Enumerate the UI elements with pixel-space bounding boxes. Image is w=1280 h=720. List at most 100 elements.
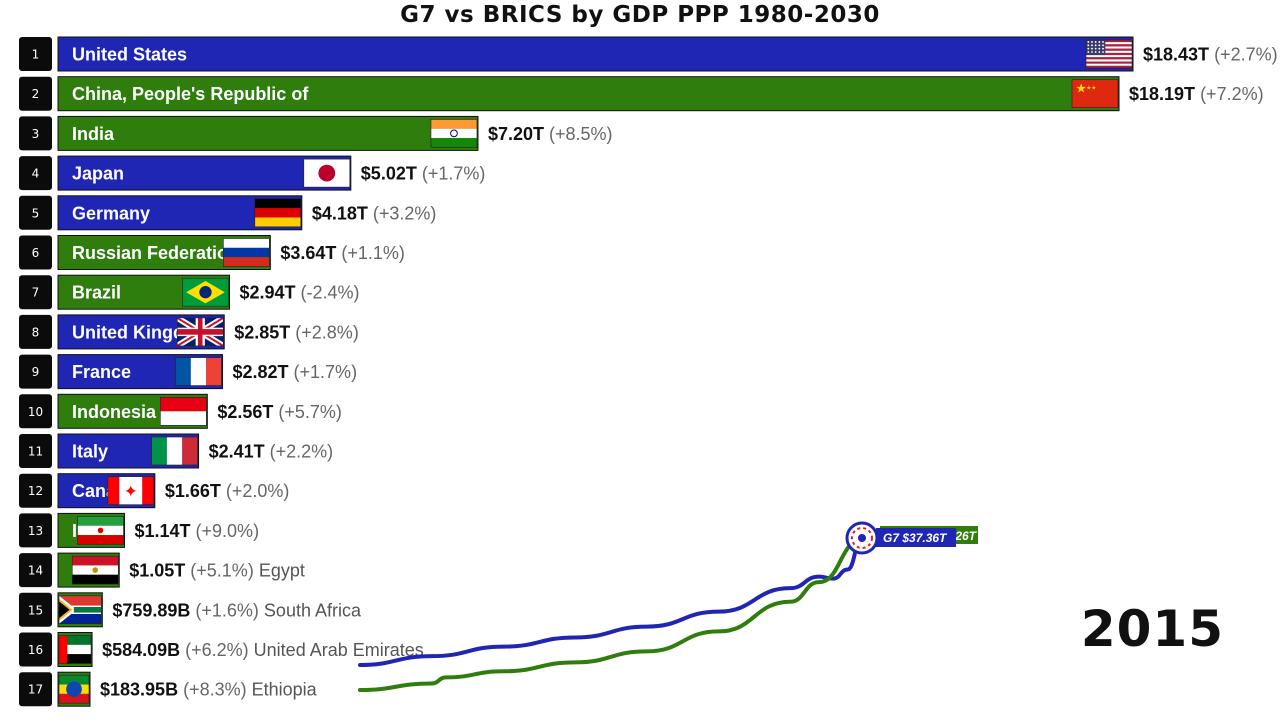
value-label: $4.18T (+3.2%) (312, 203, 437, 223)
rank-number: 15 (28, 603, 43, 617)
g7-logo-ring (851, 527, 873, 549)
rank-number: 13 (28, 524, 43, 538)
bar-row: 10 Indonesia $2.56T (+5.7%) (19, 393, 342, 429)
us-flag (1085, 39, 1133, 69)
rank-number: 10 (28, 405, 43, 419)
bar-row: 16 United Arab Emirates$584.09B (+6.2%) Uni… (19, 632, 424, 667)
rank-number: 9 (32, 365, 40, 379)
rank-badge (19, 37, 52, 71)
value-label: $183.95B (+8.3%) Ethiopia (100, 680, 318, 700)
value-label: $584.09B (+6.2%) United Arab Emirates (102, 640, 424, 660)
bar-row: 8 United Kingdom $2.85T (+2.8%) (19, 314, 359, 350)
brazil-flag (182, 277, 229, 307)
country-name: Canada (72, 481, 138, 501)
chart-title: G7 vs BRICS by GDP PPP 1980-2030 (400, 2, 880, 28)
rank-badge (19, 672, 52, 707)
country-name: Japan (72, 164, 124, 184)
italy-flag (151, 436, 198, 466)
india-flag (430, 119, 478, 148)
bar-row: 15 South Africa$759.89B (+1.6%) South Afric… (19, 592, 362, 628)
country-name: Russian Federation (72, 243, 239, 263)
value-label: $18.43T (+2.7%) (1143, 45, 1278, 65)
svg-text:★: ★ (1076, 80, 1087, 95)
canada-flag: ✦ (107, 476, 155, 506)
rank-number: 3 (32, 127, 40, 141)
value-label: $759.89B (+1.6%) South Africa (112, 600, 362, 620)
trend-line-g7 (358, 536, 864, 667)
russia-flag (223, 238, 270, 267)
rank-badge (19, 473, 52, 508)
country-name: United Kingdom (72, 322, 211, 342)
indonesia-flag (160, 396, 207, 426)
rank-badge (19, 513, 52, 548)
rank-badge (19, 275, 52, 310)
rank-badge (19, 76, 52, 111)
rank-number: 14 (28, 564, 43, 578)
rank-number: 2 (32, 87, 40, 101)
value-label: $1.66T (+2.0%) (165, 481, 290, 501)
rank-number: 4 (32, 167, 40, 181)
trend-line-brics (358, 537, 864, 692)
country-name: Italy (72, 442, 108, 462)
g7-logo-center (858, 534, 866, 542)
rank-number: 8 (32, 325, 40, 339)
germany-flag (254, 198, 302, 228)
value-label: $2.56T (+5.7%) (217, 402, 342, 422)
bar-row: 17 Ethiopia$183.95B (+8.3%) Ethiopia (19, 671, 318, 707)
year-counter: 2015 (1080, 600, 1224, 658)
uae-flag (58, 635, 92, 664)
rank-badge (19, 116, 52, 151)
egypt-flag (71, 555, 119, 585)
country-name: United States (72, 45, 187, 65)
rank-number: 5 (32, 206, 40, 220)
g7-end-label-bg (876, 528, 956, 547)
value-label: $7.20T (+8.5%) (488, 124, 613, 144)
rank-number: 1 (32, 48, 40, 62)
value-label: $5.02T (+1.7%) (361, 164, 486, 184)
rank-badge (19, 156, 52, 191)
bar-brics (57, 115, 479, 151)
rank-number: 16 (28, 643, 43, 657)
rank-badge (19, 434, 52, 468)
value-label: $2.41T (+2.2%) (209, 442, 334, 462)
bar-g7 (57, 36, 1134, 72)
svg-text:★★: ★★ (1086, 85, 1096, 92)
bar-row: 2 China, People's Republic of ★ ★★ $18.19T (+… (19, 76, 1264, 112)
bar-row: 9 France $2.82T (+1.7%) (19, 354, 357, 390)
rank-number: 12 (28, 484, 43, 498)
value-label: $2.82T (+1.7%) (232, 362, 357, 382)
france-flag (175, 357, 222, 386)
bar-row: 11 Italy $2.41T (+2.2%) (19, 433, 334, 469)
bar-row: 14Egypt$1.05T(+5.1%)Egypt (19, 552, 305, 588)
country-name: Germany (72, 203, 150, 223)
bar-row: 4 Japan $5.02T (+1.7%) (19, 155, 486, 191)
country-name: China, People's Republic of (72, 84, 309, 104)
rank-badge (19, 592, 52, 627)
rank-number: 11 (28, 445, 43, 459)
country-name: India (72, 124, 115, 144)
g7-end-label: G7 $37.36T (883, 531, 948, 545)
bar-row: 5 Germany $4.18T (+3.2%) (19, 195, 437, 231)
country-name: Iran (72, 521, 105, 541)
bar-row: 6 Russian Federation $3.64T (+1.1%) (19, 235, 405, 270)
rank-number: 17 (28, 683, 43, 697)
rank-badge (19, 235, 52, 270)
country-name: Indonesia (72, 402, 157, 422)
uk-flag (176, 317, 224, 347)
rank-badge (19, 354, 52, 389)
bar-brics (57, 76, 1120, 112)
value-label: $1.14T (+9.0%) (134, 521, 259, 541)
rank-badge (19, 553, 52, 588)
rank-badge (19, 394, 52, 429)
value-label: $2.94T (-2.4%) (239, 283, 359, 303)
ethiopia-flag (58, 674, 90, 704)
value-label: $3.64T (+1.1%) (280, 243, 405, 263)
country-name: France (72, 362, 131, 382)
svg-text:✦: ✦ (124, 481, 138, 501)
value-label: $1.05T (+5.1%) Egypt (129, 561, 305, 581)
bar-row: 3 India $7.20T (+8.5%) (19, 115, 613, 151)
rank-number: 7 (32, 286, 40, 300)
bar-row: 12 Canada✦ $1.66T (+2.0%) (19, 473, 290, 509)
